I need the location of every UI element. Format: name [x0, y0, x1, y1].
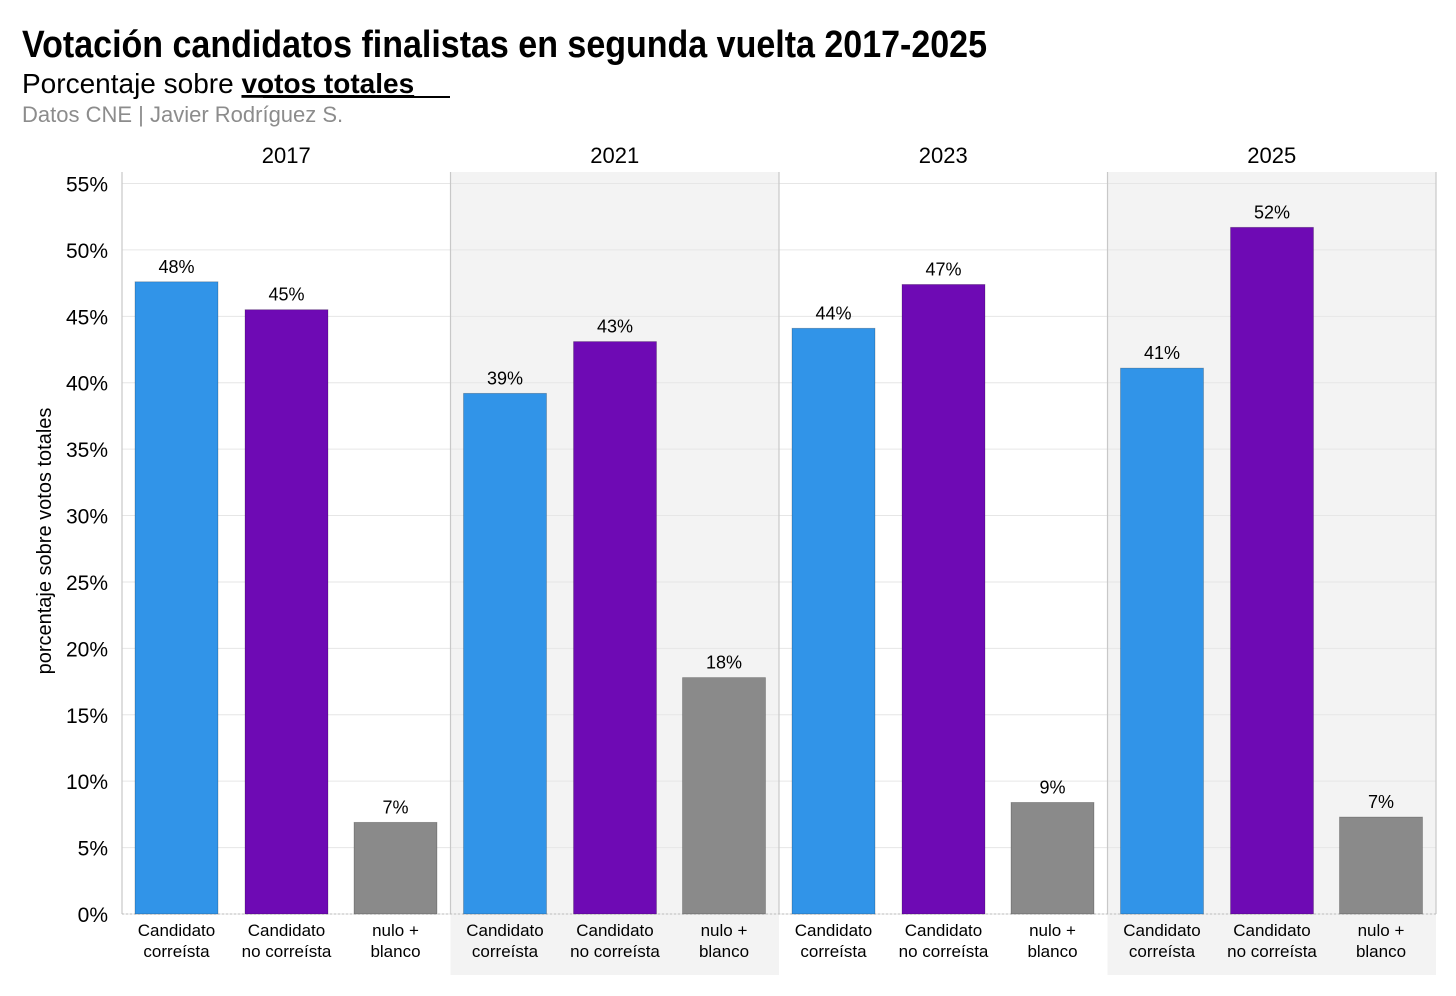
y-tick-label: 40%	[66, 373, 108, 396]
bar-value-label: 18%	[706, 653, 742, 673]
bar	[134, 281, 219, 915]
panel-year-label: 2025	[1247, 143, 1296, 168]
bar	[244, 309, 329, 915]
x-tick-label-line1: Candidato	[138, 921, 216, 940]
x-tick-label-line1: Candidato	[905, 921, 983, 940]
x-tick-label-line2: blanco	[370, 942, 420, 961]
bar	[1120, 367, 1204, 915]
x-tick-label-line2: correísta	[800, 942, 867, 961]
y-tick-label: 50%	[66, 240, 108, 263]
panel-year-label: 2017	[262, 143, 311, 168]
bar	[901, 284, 986, 915]
y-tick-label: 10%	[66, 771, 108, 794]
y-tick-label: 15%	[66, 705, 108, 728]
y-tick-label: 30%	[66, 506, 108, 529]
x-tick-label-line2: correísta	[1129, 942, 1196, 961]
chart-source: Datos CNE | Javier Rodríguez S.	[22, 102, 343, 127]
x-tick-label-line1: nulo +	[372, 921, 419, 940]
y-tick-label: 20%	[66, 638, 108, 661]
bar-value-label: 45%	[268, 285, 304, 305]
bar	[1339, 816, 1423, 915]
bar	[463, 392, 547, 915]
x-tick-label-line1: nulo +	[701, 921, 748, 940]
x-tick-label-line2: correísta	[472, 942, 539, 961]
y-tick-label: 5%	[78, 838, 108, 861]
panel-year-label: 2021	[590, 143, 639, 168]
bar-value-label: 9%	[1039, 777, 1065, 797]
bar-value-label: 47%	[925, 259, 961, 279]
x-tick-label-line1: nulo +	[1029, 921, 1076, 940]
y-tick-label: 0%	[78, 904, 108, 927]
x-tick-label-line1: Candidato	[795, 921, 873, 940]
y-axis-title: porcentaje sobre votos totales	[34, 408, 56, 675]
y-tick-label: 45%	[66, 306, 108, 329]
chart-title: Votación candidatos finalistas en segund…	[22, 24, 987, 66]
x-tick-label-line2: blanco	[699, 942, 749, 961]
x-tick-label-line1: Candidato	[248, 921, 326, 940]
bar-value-label: 48%	[158, 257, 194, 277]
bar-value-label: 52%	[1254, 202, 1290, 222]
bar	[353, 821, 438, 915]
x-tick-label-line2: blanco	[1356, 942, 1406, 961]
bar-value-label: 7%	[1368, 792, 1394, 812]
bar	[1230, 226, 1314, 915]
x-tick-label-line1: Candidato	[576, 921, 654, 940]
x-tick-label-line2: correísta	[143, 942, 210, 961]
subtitle-prefix: Porcentaje sobre	[22, 68, 241, 99]
bar-value-label: 41%	[1144, 343, 1180, 363]
y-tick-label: 55%	[66, 174, 108, 197]
bar-value-label: 39%	[487, 368, 523, 388]
x-tick-label-line2: no correísta	[899, 942, 989, 961]
bar-value-label: 44%	[815, 303, 851, 323]
bar-value-label: 7%	[382, 797, 408, 817]
x-tick-label-line2: no correísta	[242, 942, 332, 961]
y-tick-label: 35%	[66, 439, 108, 462]
bar-value-label: 43%	[597, 317, 633, 337]
x-tick-label-line1: Candidato	[1233, 921, 1311, 940]
y-tick-label: 25%	[66, 572, 108, 595]
bar	[573, 341, 657, 915]
x-tick-label-line2: no correísta	[1227, 942, 1317, 961]
bar	[1010, 802, 1095, 915]
x-tick-label-line1: nulo +	[1358, 921, 1405, 940]
chart-subtitle: Porcentaje sobre votos totales	[22, 68, 414, 99]
x-tick-label-line2: no correísta	[570, 942, 660, 961]
bar	[682, 677, 766, 915]
x-tick-label-line1: Candidato	[466, 921, 544, 940]
x-tick-label-line1: Candidato	[1123, 921, 1201, 940]
panel-year-label: 2023	[919, 143, 968, 168]
subtitle-emphasis: votos totales	[241, 68, 414, 99]
bar	[791, 327, 876, 915]
x-tick-label-line2: blanco	[1027, 942, 1077, 961]
